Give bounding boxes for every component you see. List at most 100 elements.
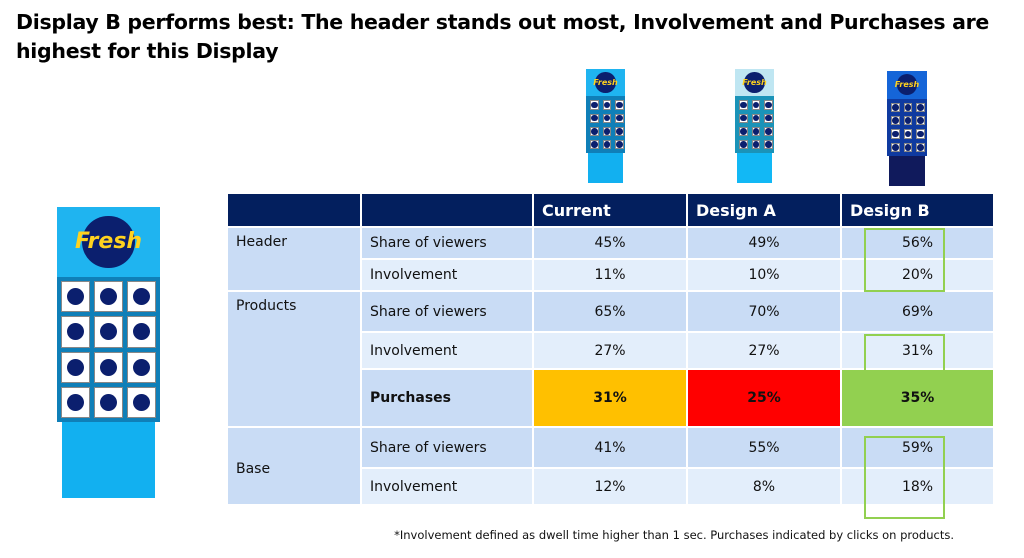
product-box	[61, 280, 90, 313]
product-box	[590, 126, 599, 137]
product-box	[61, 316, 90, 348]
product-box	[615, 100, 624, 110]
value-cell: 65%	[532, 290, 688, 333]
product-box	[615, 126, 624, 137]
table-row: Purchases 31% 25% 35%	[227, 368, 995, 428]
value-cell: 11%	[532, 258, 688, 292]
product-box	[764, 140, 773, 150]
display-base	[587, 153, 624, 183]
display-header: Fresh	[735, 69, 774, 97]
product-box	[891, 102, 900, 112]
product-box	[764, 100, 773, 110]
product-box	[891, 115, 900, 126]
header-design-b: Design B	[840, 192, 995, 228]
display-current-large: Fresh	[57, 207, 160, 498]
table-row: Involvement 11% 10% 20%	[227, 258, 995, 292]
purchase-cell-design-b: 35%	[840, 368, 995, 428]
product-box	[903, 129, 913, 139]
group-products: Products	[226, 290, 362, 428]
display-current: Fresh	[586, 69, 625, 183]
product-box	[916, 102, 925, 112]
metric-label: Involvement	[360, 258, 534, 292]
display-shelves	[586, 96, 625, 154]
display-shelves	[887, 98, 927, 157]
table-row: Header Share of viewers 45% 49% 56%	[226, 226, 995, 292]
product-box	[602, 100, 611, 110]
metric-label: Involvement	[360, 467, 534, 506]
product-box	[127, 316, 156, 348]
product-box	[739, 126, 748, 137]
display-shelves	[735, 96, 774, 154]
product-box	[751, 113, 760, 123]
purchase-cell-design-a: 25%	[686, 368, 842, 428]
product-box	[751, 140, 760, 150]
metric-label: Share of viewers	[360, 290, 534, 333]
value-cell: 69%	[840, 290, 995, 333]
value-cell: 45%	[532, 226, 688, 260]
product-box	[739, 140, 748, 150]
group-base: Base	[226, 426, 362, 506]
product-box	[94, 351, 123, 383]
product-box	[94, 316, 123, 348]
header-design-a: Design A	[686, 192, 842, 228]
product-box	[127, 386, 156, 419]
product-box	[916, 115, 925, 126]
product-box	[739, 100, 748, 110]
product-box	[602, 126, 611, 137]
table-row: Involvement 12% 8% 18%	[227, 467, 995, 506]
value-cell: 10%	[686, 258, 842, 292]
header-empty	[226, 192, 362, 228]
display-design-b: Fresh	[887, 71, 927, 186]
product-box	[751, 100, 760, 110]
table-row: Products Share of viewers 65% 70% 69%	[226, 290, 995, 428]
fresh-logo: Fresh	[742, 72, 767, 93]
display-design-a: Fresh	[735, 69, 774, 183]
value-cell: 70%	[686, 290, 842, 333]
slide-title: Display B performs best: The header stan…	[16, 10, 990, 63]
table-header-row: Current Design A Design B	[226, 192, 995, 228]
product-box	[751, 126, 760, 137]
display-base	[889, 156, 925, 186]
value-cell: 27%	[686, 331, 842, 370]
display-base	[736, 153, 773, 183]
fresh-logo: Fresh	[593, 72, 618, 93]
metric-label: Purchases	[360, 368, 534, 428]
fresh-logo: Fresh	[895, 74, 919, 96]
highlight-box	[864, 334, 945, 376]
value-cell: 12%	[532, 467, 688, 506]
metric-label: Share of viewers	[360, 226, 534, 260]
product-box	[916, 142, 925, 153]
product-box	[739, 113, 748, 123]
product-box	[590, 140, 599, 150]
display-header: Fresh	[586, 69, 625, 97]
metric-label: Involvement	[360, 331, 534, 370]
display-shelves	[57, 276, 160, 423]
product-box	[590, 100, 599, 110]
product-box	[61, 351, 90, 383]
product-box	[916, 129, 925, 139]
product-box	[602, 113, 611, 123]
product-box	[891, 142, 900, 153]
table-row: Involvement 27% 27% 31%	[227, 331, 995, 370]
product-box	[61, 386, 90, 419]
purchase-cell-current: 31%	[532, 368, 688, 428]
product-box	[903, 142, 913, 153]
metric-label: Share of viewers	[360, 426, 534, 469]
product-box	[903, 102, 913, 112]
display-base	[62, 422, 155, 498]
product-box	[127, 351, 156, 383]
display-header: Fresh	[57, 207, 160, 277]
value-cell: 41%	[532, 426, 688, 469]
product-box	[602, 140, 611, 150]
value-cell: 55%	[686, 426, 842, 469]
display-header: Fresh	[887, 71, 927, 99]
product-box	[764, 126, 773, 137]
results-table: Current Design A Design B Header Share o…	[226, 192, 995, 506]
header-current: Current	[532, 192, 688, 228]
header-empty	[360, 192, 534, 228]
group-header: Header	[226, 226, 362, 292]
product-box	[891, 129, 900, 139]
product-box	[94, 386, 123, 419]
product-box	[615, 113, 624, 123]
product-box	[615, 140, 624, 150]
